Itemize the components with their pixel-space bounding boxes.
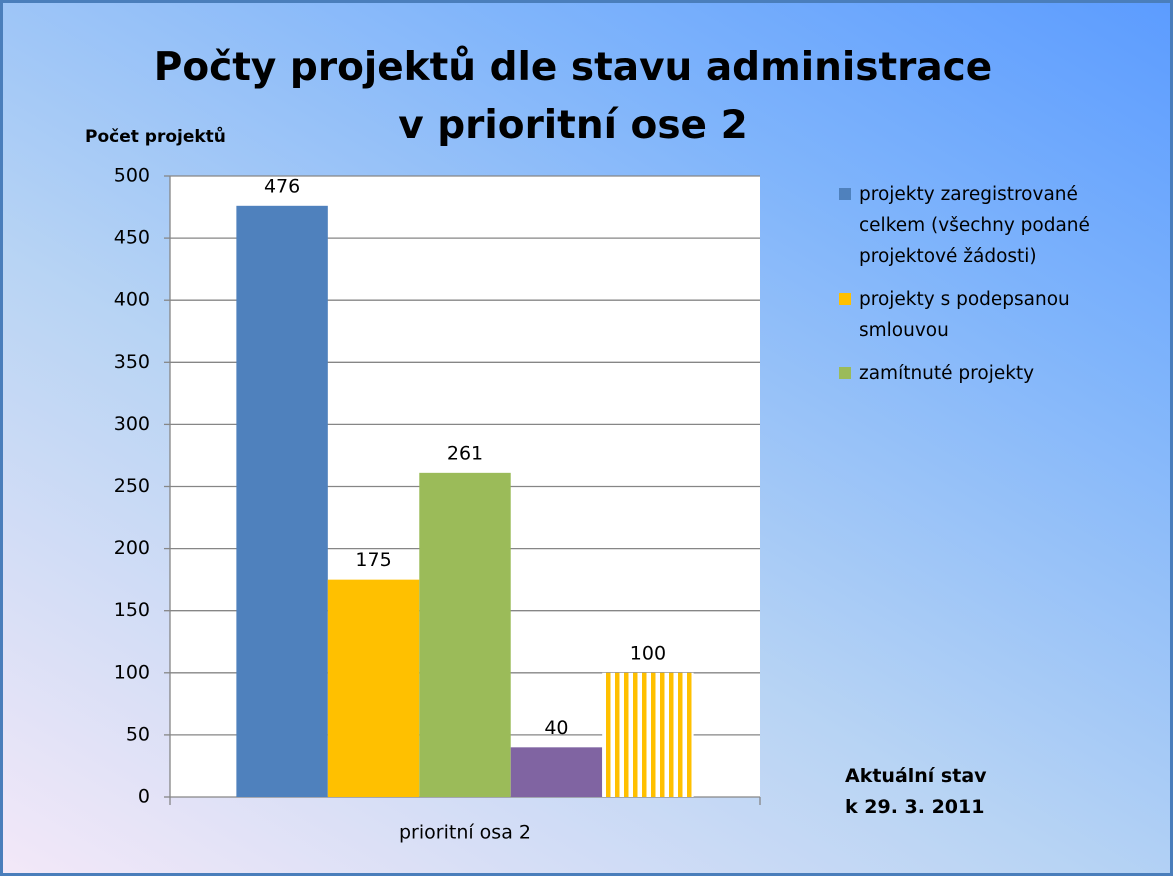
legend-label: projekty s podepsanou smlouvou <box>859 289 1070 341</box>
y-tick-label: 200 <box>114 537 150 559</box>
data-label: 476 <box>264 175 300 197</box>
legend-item: zamítnuté projekty <box>839 358 1139 389</box>
y-axis-label: Počet projektů <box>85 127 226 147</box>
y-tick-label: 300 <box>114 413 150 435</box>
data-label: 40 <box>544 717 568 739</box>
legend-label: zamítnuté projekty <box>859 363 1035 384</box>
y-tick-label: 400 <box>114 289 150 311</box>
bar <box>327 579 420 797</box>
y-tick-label: 500 <box>114 165 150 187</box>
y-tick-label: 350 <box>114 351 150 373</box>
chart-title: Počty projektů dle stavu administrace v … <box>153 45 993 148</box>
bar <box>510 747 603 797</box>
y-tick-label: 250 <box>114 475 150 497</box>
bar <box>236 205 328 798</box>
bar <box>419 472 511 797</box>
x-tick-label: prioritní osa 2 <box>399 822 531 844</box>
legend-swatch <box>839 188 851 200</box>
y-tick-label: 100 <box>114 661 150 683</box>
plot: 0 50 100 150 200 250 300 350 400 450 500 prioritní … <box>114 165 761 844</box>
legend-label: projekty zaregistrované celkem (všechny … <box>859 184 1090 267</box>
legend-item: projekty zaregistrované celkem (všechny … <box>839 179 1139 272</box>
y-tick-label: 450 <box>114 227 150 249</box>
legend-item: projekty s podepsanou smlouvou <box>839 284 1139 346</box>
annotation: Aktuální stav k 29. 3. 2011 <box>845 765 987 818</box>
y-tick-label: 50 <box>126 723 150 745</box>
bar <box>602 672 694 797</box>
legend-swatch <box>839 293 851 305</box>
data-label: 261 <box>447 442 483 464</box>
y-tick-label: 0 <box>138 786 150 808</box>
data-label: 175 <box>355 549 391 571</box>
legend: projekty zaregistrované celkem (všechny … <box>839 179 1139 401</box>
y-tick-label: 150 <box>114 599 150 621</box>
data-label: 100 <box>630 642 666 664</box>
legend-swatch <box>839 367 851 379</box>
